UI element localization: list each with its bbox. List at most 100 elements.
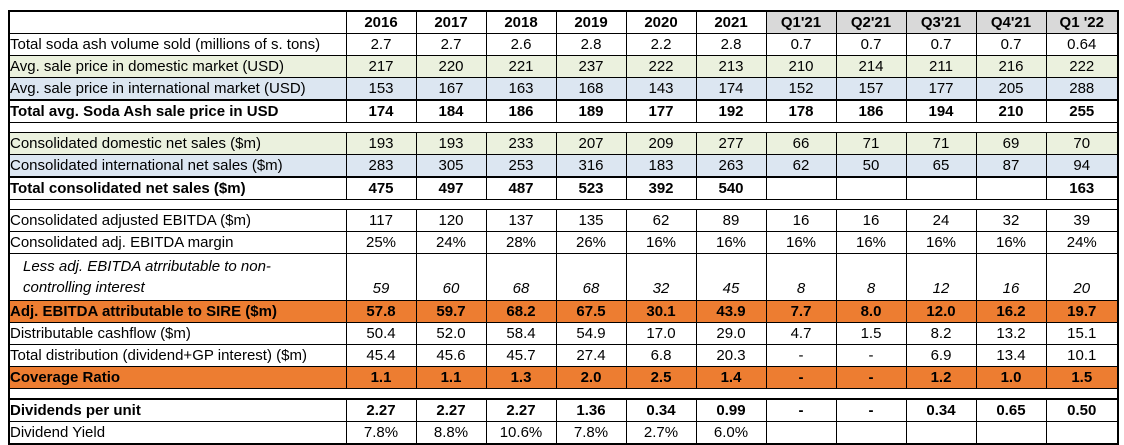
value-cell: 54.9 bbox=[555, 322, 627, 345]
value-cell: 15.1 bbox=[1045, 322, 1119, 345]
column-header-2017: 2017 bbox=[415, 10, 487, 34]
value-cell: 2.27 bbox=[485, 398, 557, 422]
value-cell: 45.4 bbox=[345, 344, 417, 367]
value-cell: 26% bbox=[555, 231, 627, 254]
value-cell: 39 bbox=[1045, 209, 1119, 232]
column-header-q321: Q3'21 bbox=[905, 10, 977, 34]
row-label: Total soda ash volume sold (millions of … bbox=[8, 33, 347, 56]
value-cell: 2.6 bbox=[485, 33, 557, 56]
table-row: Consolidated domestic net sales ($m) 193 1… bbox=[8, 132, 1119, 155]
value-cell: 66 bbox=[765, 132, 837, 155]
value-cell: 283 bbox=[345, 154, 417, 178]
value-cell: 167 bbox=[415, 77, 487, 101]
value-cell bbox=[835, 176, 907, 200]
value-cell: 1.3 bbox=[485, 366, 557, 389]
value-cell: 174 bbox=[695, 77, 767, 101]
value-cell: 27.4 bbox=[555, 344, 627, 367]
value-cell: 163 bbox=[485, 77, 557, 101]
table-row: Total soda ash volume sold (millions of … bbox=[8, 33, 1119, 56]
value-cell: 59 bbox=[345, 253, 417, 301]
value-cell: 68 bbox=[485, 253, 557, 301]
value-cell: 217 bbox=[345, 55, 417, 78]
value-cell: 211 bbox=[905, 55, 977, 78]
value-cell: 67.5 bbox=[555, 300, 627, 323]
value-cell: 1.5 bbox=[835, 322, 907, 345]
value-cell: 174 bbox=[345, 99, 417, 123]
value-cell: 2.2 bbox=[625, 33, 697, 56]
value-cell: 487 bbox=[485, 176, 557, 200]
value-cell: 8 bbox=[765, 253, 837, 301]
value-cell: 16.2 bbox=[975, 300, 1047, 323]
header-row: 2016 2017 2018 2019 2020 2021 Q1'21 Q2'21 Q3'21 Q… bbox=[8, 10, 1119, 34]
value-cell: 233 bbox=[485, 132, 557, 155]
value-cell: 16 bbox=[975, 253, 1047, 301]
value-cell: - bbox=[835, 344, 907, 367]
value-cell: 135 bbox=[555, 209, 627, 232]
spacer-row bbox=[9, 199, 1118, 210]
value-cell: 540 bbox=[695, 176, 767, 200]
value-cell: 16 bbox=[835, 209, 907, 232]
value-cell: 183 bbox=[625, 154, 697, 178]
value-cell: 12 bbox=[905, 253, 977, 301]
table-row: Total distribution (dividend+GP interest… bbox=[8, 344, 1119, 367]
value-cell: - bbox=[835, 398, 907, 422]
value-cell: 1.36 bbox=[555, 398, 627, 422]
value-cell: 8.2 bbox=[905, 322, 977, 345]
row-label: Avg. sale price in international market … bbox=[8, 77, 347, 101]
value-cell: 8 bbox=[835, 253, 907, 301]
value-cell: 205 bbox=[975, 77, 1047, 101]
value-cell: 222 bbox=[625, 55, 697, 78]
value-cell: 19.7 bbox=[1045, 300, 1119, 323]
value-cell: 16 bbox=[765, 209, 837, 232]
value-cell bbox=[905, 421, 977, 445]
row-label: Avg. sale price in domestic market (USD) bbox=[8, 55, 347, 78]
value-cell: 7.8% bbox=[555, 421, 627, 445]
value-cell: 7.7 bbox=[765, 300, 837, 323]
value-cell: 32 bbox=[975, 209, 1047, 232]
value-cell: 184 bbox=[415, 99, 487, 123]
value-cell: 70 bbox=[1045, 132, 1119, 155]
value-cell: 28% bbox=[485, 231, 557, 254]
row-label: Consolidated adj. EBITDA margin bbox=[8, 231, 347, 254]
table-row: Consolidated adj. EBITDA margin 25% 24% 28%… bbox=[8, 231, 1119, 254]
value-cell: 497 bbox=[415, 176, 487, 200]
value-cell: 45.7 bbox=[485, 344, 557, 367]
row-label: Less adj. EBITDA atrributable to non-con… bbox=[8, 253, 347, 301]
value-cell: 16% bbox=[695, 231, 767, 254]
value-cell: 2.27 bbox=[415, 398, 487, 422]
value-cell: - bbox=[765, 398, 837, 422]
value-cell: 7.8% bbox=[345, 421, 417, 445]
value-cell: 253 bbox=[485, 154, 557, 178]
value-cell: 50 bbox=[835, 154, 907, 178]
value-cell bbox=[975, 176, 1047, 200]
value-cell: 16% bbox=[835, 231, 907, 254]
value-cell: 263 bbox=[695, 154, 767, 178]
value-cell: 0.7 bbox=[905, 33, 977, 56]
value-cell: 222 bbox=[1045, 55, 1119, 78]
table-row: Total avg. Soda Ash sale price in USD 174… bbox=[8, 99, 1119, 123]
value-cell: 2.8 bbox=[555, 33, 627, 56]
value-cell: 305 bbox=[415, 154, 487, 178]
value-cell: 62 bbox=[765, 154, 837, 178]
row-label: Total avg. Soda Ash sale price in USD bbox=[8, 99, 347, 123]
value-cell: 2.7 bbox=[345, 33, 417, 56]
value-cell: 24 bbox=[905, 209, 977, 232]
value-cell: 45 bbox=[695, 253, 767, 301]
value-cell: 177 bbox=[625, 99, 697, 123]
value-cell: 1.4 bbox=[695, 366, 767, 389]
table-row: Distributable cashflow ($m) 50.4 52.0 58.4 5… bbox=[8, 322, 1119, 345]
value-cell: 2.5 bbox=[625, 366, 697, 389]
row-label: Dividend Yield bbox=[8, 421, 347, 445]
row-label: Consolidated domestic net sales ($m) bbox=[8, 132, 347, 155]
value-cell: 213 bbox=[695, 55, 767, 78]
value-cell: 475 bbox=[345, 176, 417, 200]
value-cell: 163 bbox=[1045, 176, 1119, 200]
value-cell: 207 bbox=[555, 132, 627, 155]
value-cell: 193 bbox=[345, 132, 417, 155]
table-row: Adj. EBITDA attributable to SIRE ($m) 57.… bbox=[8, 300, 1119, 323]
value-cell: 316 bbox=[555, 154, 627, 178]
value-cell: 16% bbox=[765, 231, 837, 254]
value-cell: 1.5 bbox=[1045, 366, 1119, 389]
value-cell: 186 bbox=[835, 99, 907, 123]
column-header-2019: 2019 bbox=[555, 10, 627, 34]
